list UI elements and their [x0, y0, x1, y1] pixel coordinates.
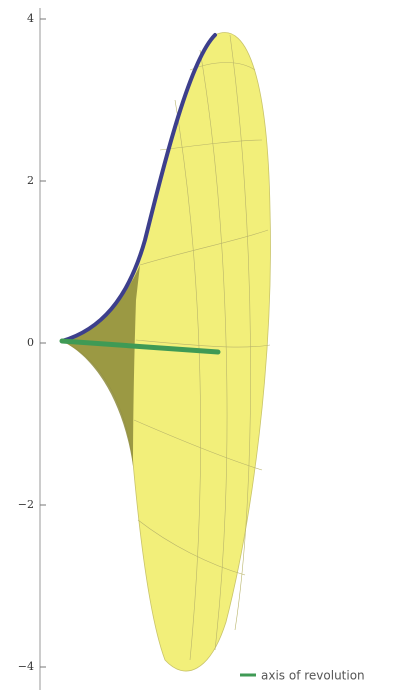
legend-label: axis of revolution	[261, 669, 365, 683]
y-tick-label: 0	[27, 336, 34, 349]
chart: axis of revolution 4 2 0 −2 −4	[0, 0, 414, 698]
y-tick-label: −2	[18, 498, 34, 511]
surface-inner	[62, 265, 140, 466]
surface	[62, 33, 270, 672]
y-tick-label: 2	[27, 174, 34, 187]
y-tick-label: −4	[18, 660, 34, 673]
y-tick-label: 4	[27, 12, 34, 25]
